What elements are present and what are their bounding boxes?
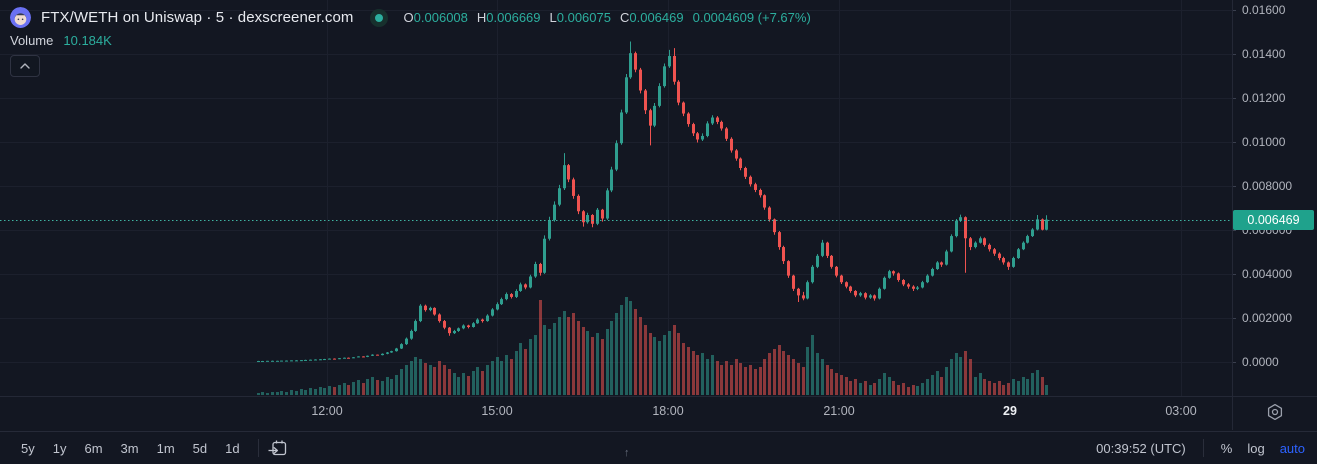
volume-bars: [257, 297, 1048, 395]
ohlc-values: O0.006008 H0.006669 L0.006075 C0.006469 …: [404, 10, 811, 25]
token-avatar: [10, 7, 31, 28]
time-axis-label: 12:00: [311, 404, 343, 418]
close-label: C: [619, 10, 630, 25]
time-axis-label: 15:00: [481, 404, 513, 418]
open-value: 0.006008: [413, 10, 468, 25]
clock-utc[interactable]: 00:39:52 (UTC): [1096, 440, 1186, 456]
go-to-date-button[interactable]: [268, 438, 289, 459]
price-axis[interactable]: 0.01600 0.01400 0.01200 0.01000 0.008000 0.00…: [1232, 0, 1317, 397]
volume-value: 10.184K: [63, 33, 112, 48]
change-value: 0.0004609 (+7.67%): [692, 10, 811, 25]
price-axis-label: 0.002000: [1242, 310, 1293, 325]
log-scale-button[interactable]: log: [1247, 440, 1265, 456]
high-label: H: [476, 10, 487, 25]
price-axis-label: 0.0000: [1242, 354, 1279, 369]
price-axis-label: 0.01400: [1242, 47, 1286, 62]
range-button-1m[interactable]: 1m: [156, 440, 175, 456]
live-status-icon: [369, 8, 388, 27]
price-chart[interactable]: [0, 0, 1317, 431]
time-axis-label: 03:00: [1165, 404, 1197, 418]
range-button-1d[interactable]: 1d: [225, 440, 240, 456]
chart-legend: FTX/WETH on Uniswap · 5 · dexscreener.co…: [10, 7, 811, 28]
volume-legend: Volume 10.184K: [10, 33, 112, 48]
percent-scale-button[interactable]: %: [1220, 440, 1233, 456]
close-value: 0.006469: [629, 10, 684, 25]
time-axis-label: 21:00: [823, 404, 855, 418]
range-button-1y[interactable]: 1y: [52, 440, 67, 456]
candles: [257, 41, 1048, 363]
bottom-toolbar: 5y 1y 6m 3m 1m 5d 1d 00:39:52 (UTC) % log auto: [0, 431, 1317, 464]
collapse-legend-button[interactable]: [10, 55, 40, 77]
toolbar-divider: [257, 439, 259, 457]
auto-scale-button[interactable]: auto: [1279, 440, 1305, 456]
price-axis-label: 0.01200: [1242, 91, 1286, 106]
time-axis[interactable]: 12:00 15:00 18:00 21:00 29 03:00: [0, 397, 1317, 430]
gear-icon[interactable]: [1264, 401, 1286, 423]
price-axis-label: 0.01600: [1242, 3, 1286, 18]
range-button-5d[interactable]: 5d: [192, 440, 208, 456]
time-axis-label: 29: [1003, 404, 1017, 418]
price-axis-label: 0.004000: [1242, 266, 1293, 281]
range-button-3m[interactable]: 3m: [120, 440, 139, 456]
expand-pane-arrow-icon[interactable]: ↑: [624, 447, 630, 459]
range-button-6m[interactable]: 6m: [84, 440, 103, 456]
calendar-goto-icon: [268, 440, 286, 455]
range-buttons: 5y 1y 6m 3m 1m 5d 1d: [12, 438, 249, 459]
volume-label: Volume: [10, 33, 54, 48]
open-label: O: [403, 10, 414, 25]
time-axis-label: 18:00: [652, 404, 684, 418]
price-axis-label: 0.01000: [1242, 135, 1286, 150]
pair-title: FTX/WETH on Uniswap · 5 · dexscreener.co…: [41, 9, 354, 26]
low-value: 0.006075: [556, 10, 611, 25]
low-label: L: [549, 10, 557, 25]
chevron-up-icon: [20, 63, 30, 69]
toolbar-divider: [1202, 439, 1204, 457]
high-value: 0.006669: [486, 10, 541, 25]
price-axis-label: 0.008000: [1242, 179, 1293, 194]
current-price-tag: 0.006469: [1233, 210, 1314, 230]
range-button-5y[interactable]: 5y: [21, 440, 35, 456]
